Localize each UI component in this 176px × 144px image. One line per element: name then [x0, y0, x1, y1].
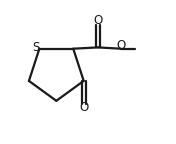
- Text: O: O: [79, 101, 88, 114]
- Text: O: O: [93, 15, 102, 28]
- Text: O: O: [116, 39, 125, 52]
- Text: S: S: [33, 41, 40, 54]
